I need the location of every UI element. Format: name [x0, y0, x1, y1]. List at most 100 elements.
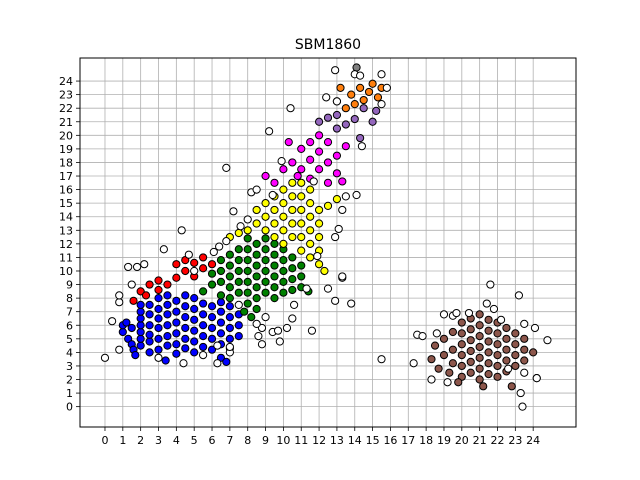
- data-point: [279, 266, 288, 276]
- data-point: [493, 350, 502, 360]
- data-point: [314, 205, 324, 215]
- data-point: [454, 378, 463, 387]
- data-point: [511, 350, 520, 360]
- y-tick-label: 0: [66, 401, 73, 414]
- data-point: [520, 345, 529, 354]
- data-point: [306, 138, 315, 147]
- data-point: [261, 212, 270, 221]
- data-point: [368, 117, 377, 126]
- data-point: [332, 169, 342, 178]
- x-tick-label: 6: [209, 434, 216, 447]
- data-point: [496, 315, 506, 324]
- data-point: [199, 253, 208, 262]
- data-point: [364, 87, 374, 97]
- data-point: [136, 321, 145, 330]
- data-point: [154, 294, 163, 303]
- data-point: [225, 283, 234, 292]
- data-point: [475, 364, 484, 373]
- data-point: [277, 157, 286, 166]
- data-point: [207, 334, 217, 343]
- x-tick-label: 0: [101, 434, 108, 447]
- data-point: [322, 93, 331, 102]
- data-point: [313, 251, 322, 261]
- data-point: [222, 163, 231, 172]
- data-point: [243, 266, 252, 276]
- data-point: [136, 300, 145, 310]
- data-point: [427, 355, 436, 364]
- data-point: [177, 226, 186, 235]
- data-point: [475, 321, 484, 330]
- data-point: [288, 192, 297, 201]
- data-point: [115, 345, 124, 354]
- plot-frame: [79, 57, 577, 428]
- data-point: [199, 332, 208, 341]
- data-point: [163, 321, 172, 330]
- data-point: [181, 291, 190, 300]
- data-point: [252, 272, 261, 281]
- data-point: [145, 310, 154, 319]
- data-point: [234, 332, 243, 341]
- data-point: [418, 332, 427, 341]
- data-point: [466, 325, 475, 334]
- y-tick-label: 6: [66, 319, 73, 332]
- data-point: [377, 355, 386, 364]
- data-point: [306, 253, 315, 262]
- data-point: [234, 321, 243, 330]
- data-point: [225, 313, 234, 322]
- y-tick-label: 2: [66, 374, 73, 387]
- data-point: [377, 100, 386, 109]
- data-point: [222, 237, 231, 246]
- data-point: [243, 245, 252, 254]
- data-point: [306, 155, 315, 164]
- data-point: [261, 288, 270, 297]
- y-tick-label: 5: [66, 333, 73, 346]
- data-point: [257, 323, 267, 333]
- data-point: [520, 334, 529, 343]
- data-point: [127, 280, 136, 289]
- data-point: [145, 280, 154, 289]
- y-tick-label: 13: [59, 224, 73, 237]
- x-tick-label: 15: [366, 434, 380, 447]
- data-point: [136, 307, 145, 316]
- x-tick-label: 8: [244, 434, 251, 447]
- data-point: [323, 178, 333, 187]
- data-point: [225, 261, 234, 270]
- y-tick-label: 17: [59, 170, 73, 183]
- y-tick-label: 1: [66, 387, 73, 400]
- data-point: [288, 314, 297, 323]
- data-point: [493, 361, 502, 371]
- data-point: [347, 90, 356, 99]
- data-point: [199, 287, 208, 296]
- data-point: [270, 178, 279, 187]
- data-point: [179, 359, 188, 368]
- data-point: [190, 258, 199, 267]
- data-point: [154, 304, 163, 314]
- data-point: [181, 344, 190, 353]
- y-tick-label: 14: [59, 211, 73, 224]
- data-point: [479, 382, 488, 391]
- data-point: [314, 260, 324, 269]
- data-point: [484, 326, 493, 335]
- data-point: [331, 296, 340, 305]
- data-point: [286, 104, 295, 113]
- data-point: [475, 310, 484, 319]
- data-point: [297, 165, 306, 174]
- y-tick-label: 16: [59, 184, 73, 197]
- data-point: [507, 382, 516, 391]
- data-point: [297, 205, 306, 215]
- data-point: [145, 330, 154, 339]
- data-point: [163, 341, 172, 350]
- data-point: [225, 342, 234, 352]
- data-point: [448, 345, 457, 354]
- data-point: [213, 359, 222, 368]
- data-point: [457, 361, 466, 371]
- data-point: [307, 326, 317, 335]
- data-point: [216, 266, 226, 276]
- data-point: [163, 300, 172, 310]
- data-point: [268, 190, 277, 200]
- data-point: [493, 372, 502, 381]
- data-point: [302, 284, 311, 293]
- data-point: [172, 318, 181, 327]
- data-point: [297, 272, 306, 281]
- data-point: [136, 314, 145, 323]
